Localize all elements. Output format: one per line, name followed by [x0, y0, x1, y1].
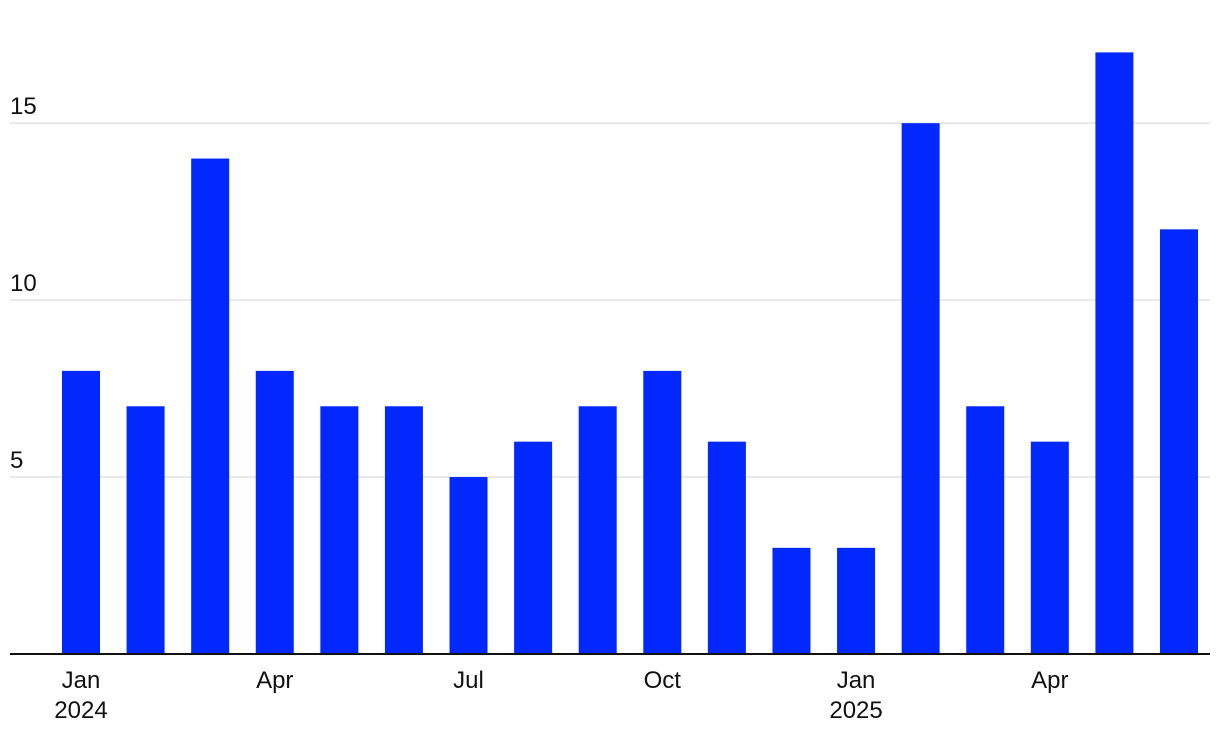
x-tick-label: Jan [62, 667, 101, 694]
bar-2024-07 [449, 477, 488, 654]
y-tick-label: 10 [10, 270, 37, 297]
bar-2024-03 [191, 158, 230, 655]
bar-2024-12 [772, 547, 811, 654]
x-tick-label: Apr [256, 667, 293, 694]
x-axis-ticks: Jan 2024 Apr Jul Oct Jan 2025 Apr [54, 667, 1068, 724]
bar-2024-11 [707, 441, 746, 654]
x-tick-label: Apr [1031, 667, 1068, 694]
x-tick-label: Oct [644, 667, 682, 694]
bar-2024-04 [255, 370, 294, 654]
bar-2025-01 [837, 547, 876, 654]
y-axis-ticks: 5 10 15 [10, 93, 37, 474]
y-tick-label: 5 [10, 447, 23, 474]
bar-2024-01 [62, 370, 100, 654]
bar-2025-02 [901, 123, 940, 654]
bar-2025-03 [966, 406, 1005, 654]
bar-2024-02 [126, 406, 165, 654]
x-tick-label: Jan [837, 667, 876, 694]
bar-2025-06 [1160, 229, 1198, 655]
bar-2024-09 [578, 406, 617, 654]
bar-2024-10 [643, 370, 682, 654]
x-tick-label: Jul [453, 667, 484, 694]
bars [62, 52, 1198, 655]
bar-2024-08 [514, 441, 553, 654]
x-tick-year-label: 2025 [829, 697, 882, 724]
bar-2025-05 [1095, 52, 1134, 654]
bar-2024-06 [384, 406, 423, 654]
x-tick-year-label: 2024 [54, 697, 107, 724]
bar-2024-05 [320, 406, 359, 654]
bar-2025-04 [1030, 441, 1069, 654]
y-tick-label: 15 [10, 93, 37, 120]
